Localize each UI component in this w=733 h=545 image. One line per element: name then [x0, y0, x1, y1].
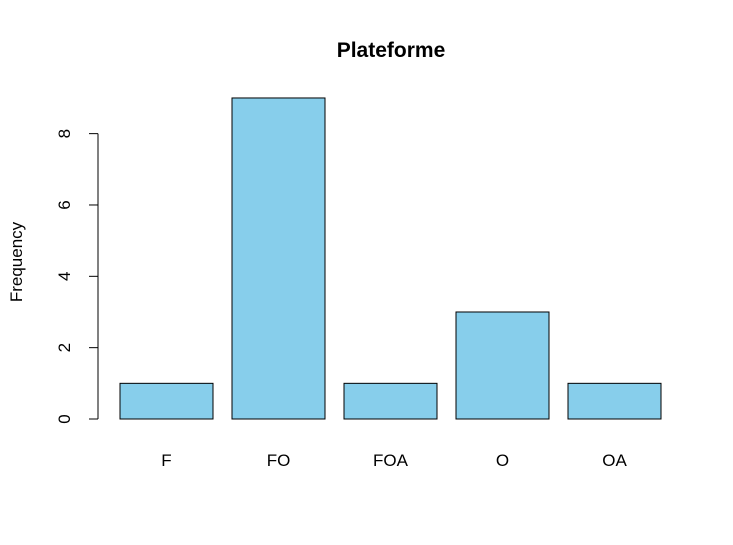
- x-tick-label-f: F: [161, 451, 171, 470]
- y-tick-label: 4: [55, 272, 74, 281]
- bar-foa: [343, 382, 438, 420]
- chart-title: Plateforme: [337, 39, 446, 62]
- bar-o: [455, 311, 550, 420]
- x-tick-label-o: O: [496, 451, 509, 470]
- bar-oa: [567, 382, 662, 420]
- x-axis-labels: F FO FOA O OA: [161, 451, 627, 470]
- bar-fo: [231, 97, 326, 420]
- bar-f: [119, 382, 214, 420]
- x-tick-label-oa: OA: [602, 451, 627, 470]
- x-tick-label-fo: FO: [267, 451, 291, 470]
- y-tick-label: 2: [55, 343, 74, 352]
- y-tick-label: 0: [55, 414, 74, 423]
- bars: [119, 97, 662, 420]
- x-tick-label-foa: FOA: [373, 451, 409, 470]
- y-tick-label: 6: [55, 200, 74, 209]
- y-axis: 0 2 4 6 8: [55, 129, 99, 424]
- y-axis-label: Frequency: [7, 221, 26, 302]
- y-tick-label: 8: [55, 129, 74, 138]
